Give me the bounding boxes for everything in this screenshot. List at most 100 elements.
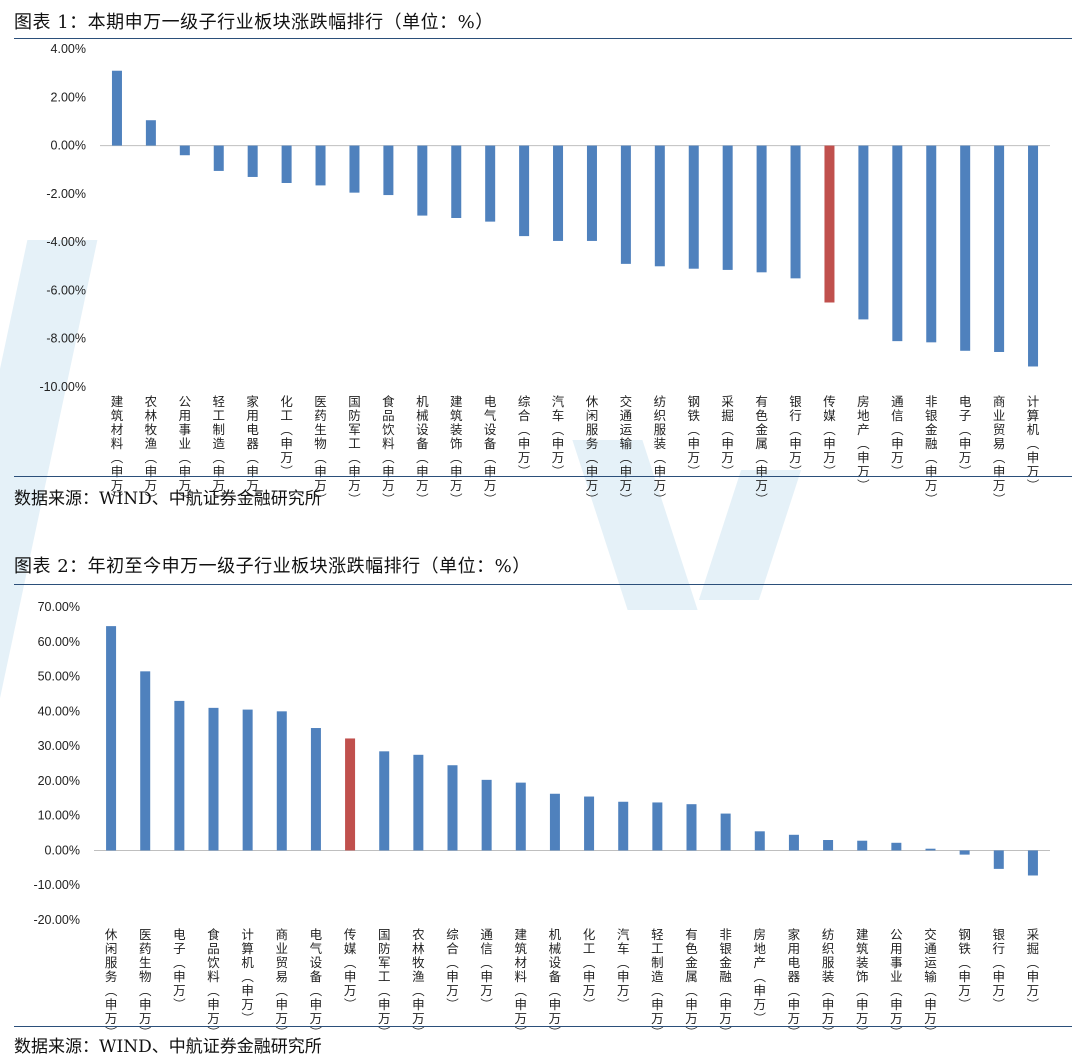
bar: [213, 145, 224, 171]
bar: [688, 145, 699, 269]
x-category-label: 公用事业︵申万︶: [179, 394, 192, 507]
y-tick-label: -6.00%: [46, 283, 86, 297]
x-category-label: 国防军工︵申万︶: [378, 927, 391, 1040]
y-tick-label: 70.00%: [38, 600, 80, 614]
bar: [584, 796, 595, 851]
x-category-label: 电气设备︵申万︶: [484, 394, 497, 507]
x-category-label: 银行︵申万︶: [993, 927, 1006, 1012]
bar: [417, 145, 428, 216]
x-category-label: 食品饮料︵申万︶: [382, 394, 395, 507]
x-category-label: 有色金属︵申万︶: [685, 927, 698, 1040]
y-tick-label: 50.00%: [38, 670, 80, 684]
y-tick-label: 0.00%: [45, 843, 80, 857]
x-category-label: 房地产︵申万︶: [857, 394, 870, 493]
x-category-label: 电子︵申万︶: [959, 394, 972, 479]
x-category-label: 综合︵申万︶: [518, 394, 531, 479]
y-tick-label: 0.00%: [51, 139, 86, 153]
x-category-label: 汽车︵申万︶: [617, 927, 630, 1012]
title-rule: [14, 584, 1072, 585]
bar: [553, 145, 564, 241]
x-category-label: 通信︵申万︶: [891, 394, 904, 479]
bar: [179, 145, 190, 156]
y-tick-label: -8.00%: [46, 332, 86, 346]
y-tick-label: -4.00%: [46, 235, 86, 249]
y-tick-label: 10.00%: [38, 809, 80, 823]
bar: [686, 804, 697, 851]
y-tick-label: -20.00%: [33, 913, 80, 927]
x-category-label: 国防军工︵申万︶: [348, 394, 361, 507]
bar: [824, 145, 835, 303]
y-tick-label: 2.00%: [51, 90, 86, 104]
source-rule: [14, 1026, 1072, 1027]
bar: [111, 70, 122, 146]
bar: [447, 765, 458, 851]
x-category-label: 轻工制造︵申万︶: [212, 394, 225, 507]
bar: [515, 782, 526, 851]
x-category-label: 机械设备︵申万︶: [549, 927, 562, 1040]
bar: [413, 754, 424, 851]
x-category-label: 计算机︵申万︶: [241, 927, 254, 1026]
x-category-label: 电子︵申万︶: [173, 927, 186, 1012]
x-category-label: 房地产︵申万︶: [754, 927, 767, 1026]
bar: [276, 711, 287, 851]
x-category-label: 采掘︵申万︶: [721, 394, 734, 479]
bar: [345, 738, 356, 851]
bar: [620, 145, 631, 264]
x-category-label: 化工︵申万︶: [583, 927, 596, 1012]
bar: [281, 145, 292, 183]
bar: [652, 802, 663, 851]
bar: [790, 145, 801, 279]
x-category-label: 建筑装饰︵申万︶: [450, 394, 463, 507]
x-category-label: 休闲服务︵申万︶: [105, 927, 118, 1040]
bar: [349, 145, 360, 193]
bar: [310, 728, 321, 851]
bar: [519, 145, 530, 237]
y-tick-label: 60.00%: [38, 635, 80, 649]
bar: [247, 145, 258, 177]
bar: [926, 145, 937, 343]
x-category-label: 公用事业︵申万︶: [890, 927, 903, 1040]
x-category-label: 建筑材料︵申万︶: [515, 927, 528, 1040]
x-category-label: 交通运输︵申万︶: [620, 394, 633, 507]
source-note: 数据来源：WIND、中航证券金融研究所: [14, 1037, 322, 1057]
x-category-label: 纺织服装︵申万︶: [654, 394, 667, 507]
bar: [722, 145, 733, 270]
bar: [481, 779, 492, 851]
x-category-label: 传媒︵申万︶: [344, 927, 357, 1012]
x-category-label: 计算机︵申万︶: [1027, 394, 1040, 493]
bar: [140, 671, 151, 851]
bar: [993, 850, 1004, 869]
x-category-label: 综合︵申万︶: [446, 927, 459, 1012]
x-category-label: 非银金融︵申万︶: [719, 927, 732, 1040]
x-category-label: 商业贸易︵申万︶: [993, 394, 1006, 507]
x-category-label: 采掘︵申万︶: [1027, 927, 1040, 1012]
x-category-label: 汽车︵申万︶: [552, 394, 565, 479]
bar: [1027, 850, 1038, 876]
source-note: 数据来源：WIND、中航证券金融研究所: [14, 489, 322, 509]
bar: [823, 840, 834, 851]
bar-chart: 70.00% 60.00% 50.00% 40.00% 30.00% 20.00% 10.0…: [33, 600, 1050, 1040]
bar: [959, 850, 970, 855]
bar: [383, 145, 394, 196]
bar: [1028, 145, 1039, 367]
x-category-label: 机械设备︵申万︶: [416, 394, 429, 507]
x-category-label: 休闲服务︵申万︶: [586, 394, 599, 507]
x-category-label: 传媒︵申万︶: [823, 394, 836, 479]
y-tick-label: 4.00%: [51, 42, 86, 56]
bar: [208, 707, 219, 851]
bar: [858, 145, 869, 320]
bar: [242, 709, 253, 851]
bar: [106, 626, 117, 851]
bar: [754, 831, 765, 851]
figure-1: 图表 1：本期申万一级子行业板块涨跌幅排行（单位：%） 4.00% 2.00% 0.…: [0, 0, 1080, 520]
figure-title: 图表 1：本期申万一级子行业板块涨跌幅排行（单位：%）: [14, 12, 494, 33]
y-tick-label: 30.00%: [38, 739, 80, 753]
bar: [174, 700, 185, 851]
bar: [788, 834, 799, 851]
bar: [891, 842, 902, 851]
figure-2: 图表 2：年初至今申万一级子行业板块涨跌幅排行（单位：%） 70.00% 60.0…: [0, 540, 1080, 1060]
bar: [618, 801, 629, 851]
bar: [857, 840, 868, 851]
x-category-label: 纺织服装︵申万︶: [822, 927, 835, 1040]
title-rule: [14, 38, 1072, 39]
